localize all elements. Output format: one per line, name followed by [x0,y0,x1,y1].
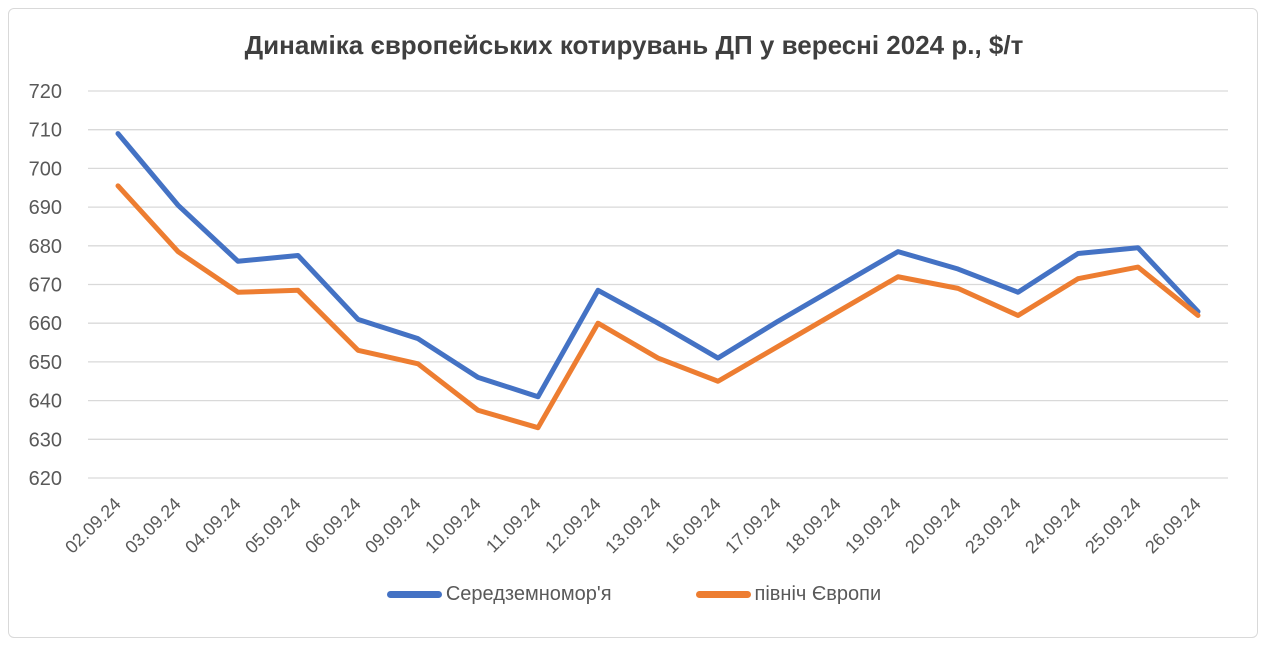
x-tick-label: 09.09.24 [361,494,425,558]
y-tick-label: 690 [29,197,62,219]
y-tick-label: 710 [29,120,62,142]
y-tick-label: 680 [29,236,62,258]
legend-item-north-europe: північ Європи [695,583,882,606]
x-tick-label: 17.09.24 [721,494,785,558]
y-tick-label: 660 [29,313,62,335]
legend: Середземномор'я північ Європи [0,583,1268,606]
legend-label-north-europe: північ Європи [754,583,882,605]
y-tick-label: 670 [29,275,62,297]
x-tick-label: 19.09.24 [841,494,905,558]
y-tick-label: 630 [29,429,62,451]
series-swatch-north-europe [695,591,751,598]
x-tick-label: 20.09.24 [901,494,965,558]
x-tick-label: 02.09.24 [61,494,125,558]
y-tick-label: 620 [29,468,62,490]
x-tick-label: 11.09.24 [482,494,545,557]
x-tick-label: 13.09.24 [601,494,665,558]
series-line-mediterranean [115,131,1201,400]
x-tick-label: 10.09.24 [421,494,485,558]
y-tick-label: 640 [29,391,62,413]
x-tick-label: 24.09.24 [1021,494,1085,558]
x-tick-label: 18.09.24 [781,494,845,558]
x-tick-label: 05.09.24 [241,494,305,558]
y-tick-label: 720 [29,81,62,103]
x-tick-label: 03.09.24 [121,494,185,558]
x-tick-label: 26.09.24 [1141,494,1205,558]
x-tick-label: 12.09.24 [541,494,605,558]
legend-label-mediterranean: Середземномор'я [445,583,612,605]
series-swatch-mediterranean [386,591,442,598]
y-tick-label: 700 [29,158,62,180]
legend-item-mediterranean: Середземномор'я [386,583,612,606]
x-tick-label: 04.09.24 [181,494,245,558]
x-tick-label: 25.09.24 [1081,494,1145,558]
chart-title: Динаміка європейських котирувань ДП у ве… [244,30,1024,60]
x-tick-label: 16.09.24 [661,494,725,558]
y-tick-label: 650 [29,352,62,374]
series-line-north-europe [115,183,1201,431]
x-tick-label: 06.09.24 [301,494,365,558]
x-tick-label: 23.09.24 [961,494,1025,558]
